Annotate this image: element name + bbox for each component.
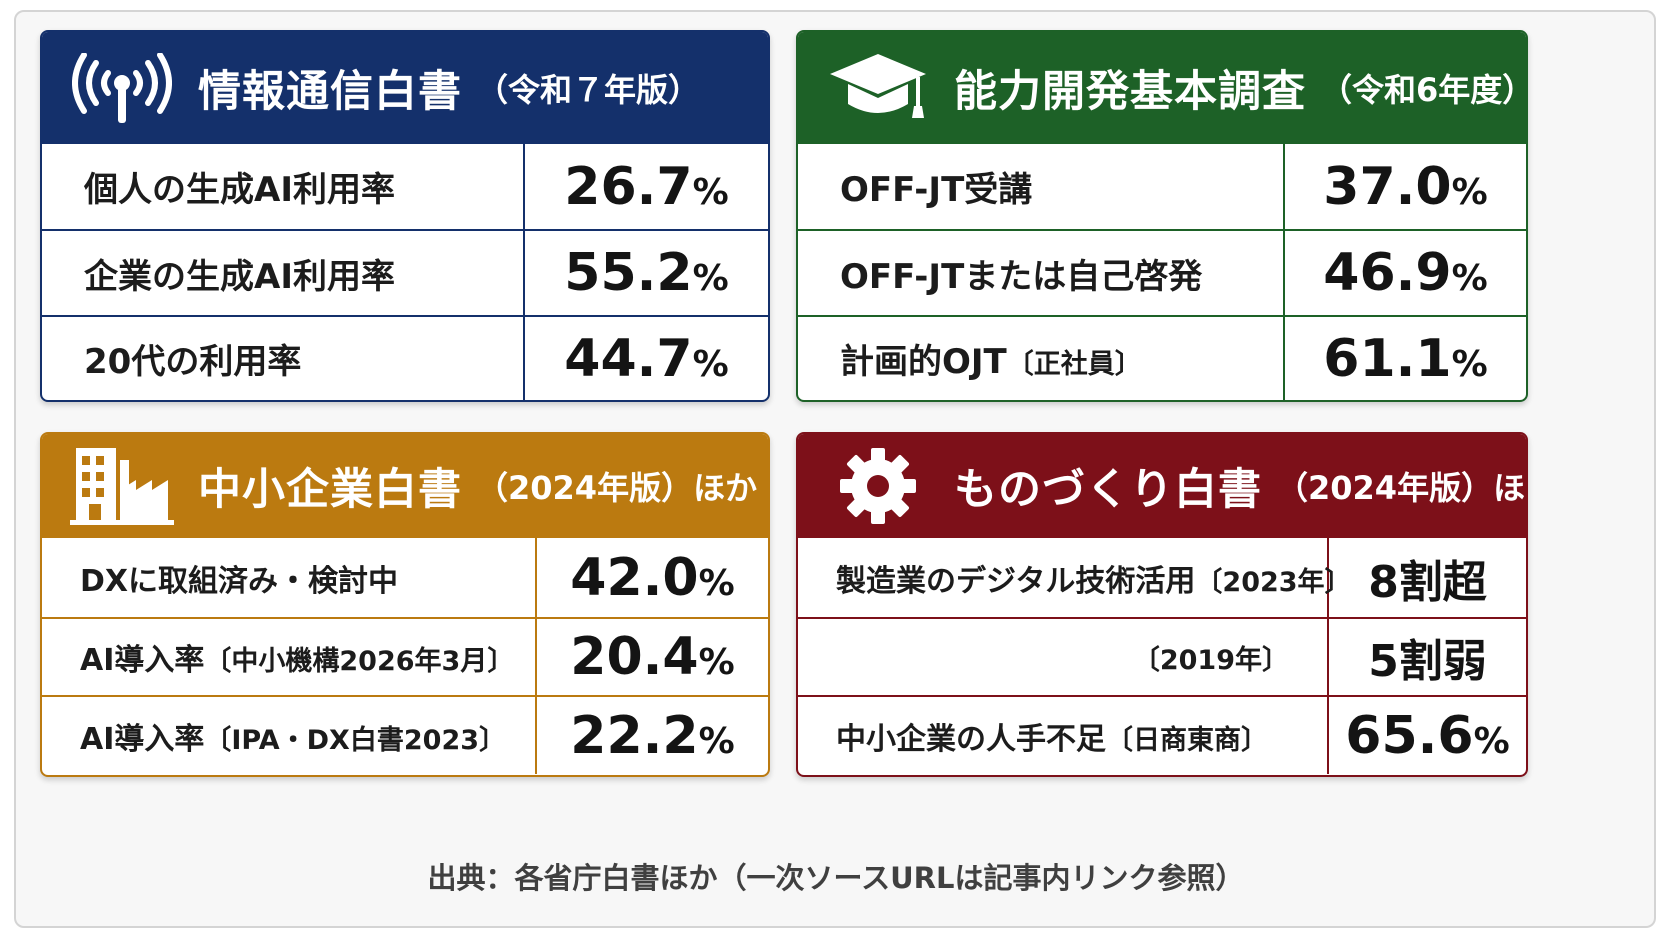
value-number: 42.0 bbox=[570, 547, 699, 608]
row-value: 26.7% bbox=[524, 144, 768, 231]
table-row: OFF-JT受講 37.0% bbox=[798, 144, 1526, 231]
table-row: 中小企業の人手不足〔日商東商〕 65.6% bbox=[798, 696, 1526, 774]
row-value: 46.9% bbox=[1284, 230, 1526, 317]
value-unit: % bbox=[692, 258, 729, 299]
gear-icon bbox=[826, 444, 930, 528]
card-title: ものづくり白書 bbox=[954, 465, 1262, 515]
table-row: 計画的OJT〔正社員〕 61.1% bbox=[798, 316, 1526, 400]
label-text: DXに取組済み・検討中 bbox=[80, 563, 399, 599]
card-title: 情報通信白書 bbox=[198, 67, 462, 117]
card-header: 中小企業白書 （2024年版）ほか bbox=[42, 434, 768, 538]
table-row: DXに取組済み・検討中 42.0% bbox=[42, 538, 768, 619]
label-note: 〔日商東商〕 bbox=[1106, 724, 1268, 756]
row-label: 製造業のデジタル技術活用〔2023年〕 bbox=[798, 538, 1352, 619]
card-header: 能力開発基本調査 （令和6年度） bbox=[798, 32, 1526, 144]
stats-table: 個人の生成AI利用率 26.7% 企業の生成AI利用率 55.2% 20代の利用… bbox=[42, 144, 768, 400]
row-value: 61.1% bbox=[1284, 316, 1526, 400]
label-note: 〔IPA・DX白書2023〕 bbox=[204, 724, 507, 756]
label-note: 〔中小機構2026年3月〕 bbox=[204, 646, 515, 677]
card-header: 情報通信白書 （令和７年版） bbox=[42, 32, 768, 144]
row-label: 〔2019年〕 bbox=[798, 618, 1329, 697]
row-label: 20代の利用率 bbox=[42, 316, 525, 400]
graduation-cap-icon bbox=[826, 46, 930, 130]
table-row: 企業の生成AI利用率 55.2% bbox=[42, 230, 768, 317]
card-subtitle: （2024年版）ほか bbox=[1276, 469, 1526, 507]
row-label: 中小企業の人手不足〔日商東商〕 bbox=[798, 696, 1329, 774]
row-label: AI導入率〔中小機構2026年3月〕 bbox=[42, 618, 537, 697]
antenna-signal-icon bbox=[70, 46, 174, 130]
value-unit: % bbox=[1451, 258, 1488, 299]
value-unit: % bbox=[698, 562, 735, 604]
value-unit: % bbox=[1473, 720, 1510, 762]
row-value: 55.2% bbox=[524, 230, 768, 317]
value-number: 26.7 bbox=[564, 156, 693, 217]
row-label: OFF-JTまたは自己啓発 bbox=[798, 230, 1285, 317]
label-text: 中小企業の人手不足 bbox=[836, 721, 1106, 757]
card-title: 能力開発基本調査 bbox=[954, 67, 1306, 117]
value-number: 8割超 bbox=[1368, 556, 1487, 608]
value-unit: % bbox=[698, 642, 735, 683]
row-label: 企業の生成AI利用率 bbox=[42, 230, 525, 317]
label-note: 〔正社員〕 bbox=[1006, 349, 1142, 380]
table-row: 製造業のデジタル技術活用〔2023年〕 8割超 bbox=[798, 538, 1526, 619]
table-row: 20代の利用率 44.7% bbox=[42, 316, 768, 400]
card-ict-whitepaper: 情報通信白書 （令和７年版） 個人の生成AI利用率 26.7% 企業の生成AI利… bbox=[40, 30, 770, 402]
row-value: 37.0% bbox=[1284, 144, 1526, 231]
table-row: OFF-JTまたは自己啓発 46.9% bbox=[798, 230, 1526, 317]
row-value: 20.4% bbox=[536, 618, 768, 697]
value-number: 20.4 bbox=[570, 627, 699, 687]
source-footnote: 出典：各省庁白書ほか（一次ソースURLは記事内リンク参照） bbox=[427, 861, 1245, 895]
building-factory-icon bbox=[70, 444, 174, 528]
stats-table: OFF-JT受講 37.0% OFF-JTまたは自己啓発 46.9% 計画的OJ… bbox=[798, 144, 1526, 400]
label-text: 製造業のデジタル技術活用 bbox=[836, 563, 1196, 599]
row-value: 22.2% bbox=[536, 696, 768, 774]
label-note: 〔2023年〕 bbox=[1195, 566, 1352, 598]
row-value: 5割弱 bbox=[1328, 618, 1526, 697]
value-number: 55.2 bbox=[564, 243, 693, 303]
card-sme-whitepaper: 中小企業白書 （2024年版）ほか DXに取組済み・検討中 42.0% AI導入… bbox=[40, 432, 770, 777]
row-value: 65.6% bbox=[1328, 696, 1526, 774]
value-number: 37.0 bbox=[1323, 156, 1452, 217]
value-number: 44.7 bbox=[564, 328, 693, 389]
table-row: AI導入率〔IPA・DX白書2023〕 22.2% bbox=[42, 696, 768, 774]
row-label: DXに取組済み・検討中 bbox=[42, 538, 537, 619]
card-title: 中小企業白書 bbox=[198, 465, 462, 515]
value-unit: % bbox=[698, 720, 735, 762]
row-value: 42.0% bbox=[536, 538, 768, 619]
label-text: AI導入率 bbox=[80, 721, 205, 757]
value-number: 5割弱 bbox=[1368, 636, 1487, 687]
value-number: 46.9 bbox=[1323, 243, 1452, 303]
value-unit: % bbox=[1451, 343, 1488, 385]
row-label: AI導入率〔IPA・DX白書2023〕 bbox=[42, 696, 537, 774]
table-row: 個人の生成AI利用率 26.7% bbox=[42, 144, 768, 231]
row-value: 8割超 bbox=[1328, 538, 1526, 619]
stats-table: DXに取組済み・検討中 42.0% AI導入率〔中小機構2026年3月〕 20.… bbox=[42, 538, 768, 774]
label-text: 計画的OJT bbox=[840, 342, 1007, 382]
value-number: 61.1 bbox=[1323, 328, 1452, 389]
row-value: 44.7% bbox=[524, 316, 768, 400]
card-subtitle: （2024年版）ほか bbox=[476, 469, 758, 507]
label-text: OFF-JTまたは自己啓発 bbox=[840, 256, 1203, 297]
label-note: 〔2019年〕 bbox=[1132, 644, 1289, 676]
value-unit: % bbox=[692, 171, 729, 213]
label-text: AI導入率 bbox=[80, 643, 205, 678]
value-unit: % bbox=[692, 343, 729, 385]
value-unit: % bbox=[1451, 171, 1488, 213]
table-row: 〔2019年〕 5割弱 bbox=[798, 618, 1526, 697]
value-number: 22.2 bbox=[570, 705, 699, 766]
card-skills-survey: 能力開発基本調査 （令和6年度） OFF-JT受講 37.0% OFF-JTまた… bbox=[796, 30, 1528, 402]
card-subtitle: （令和6年度） bbox=[1320, 71, 1528, 109]
card-header: ものづくり白書 （2024年版）ほか bbox=[798, 434, 1526, 538]
stats-table: 製造業のデジタル技術活用〔2023年〕 8割超 〔2019年〕 5割弱 中小企業… bbox=[798, 538, 1526, 774]
row-label: OFF-JT受講 bbox=[798, 144, 1285, 231]
value-number: 65.6 bbox=[1345, 705, 1474, 766]
row-label: 個人の生成AI利用率 bbox=[42, 144, 525, 231]
card-manufacturing-whitepaper: ものづくり白書 （2024年版）ほか 製造業のデジタル技術活用〔2023年〕 8… bbox=[796, 432, 1528, 777]
table-row: AI導入率〔中小機構2026年3月〕 20.4% bbox=[42, 618, 768, 697]
card-subtitle: （令和７年版） bbox=[476, 71, 701, 109]
label-text: OFF-JT受講 bbox=[840, 170, 1033, 210]
row-label: 計画的OJT〔正社員〕 bbox=[798, 316, 1285, 400]
